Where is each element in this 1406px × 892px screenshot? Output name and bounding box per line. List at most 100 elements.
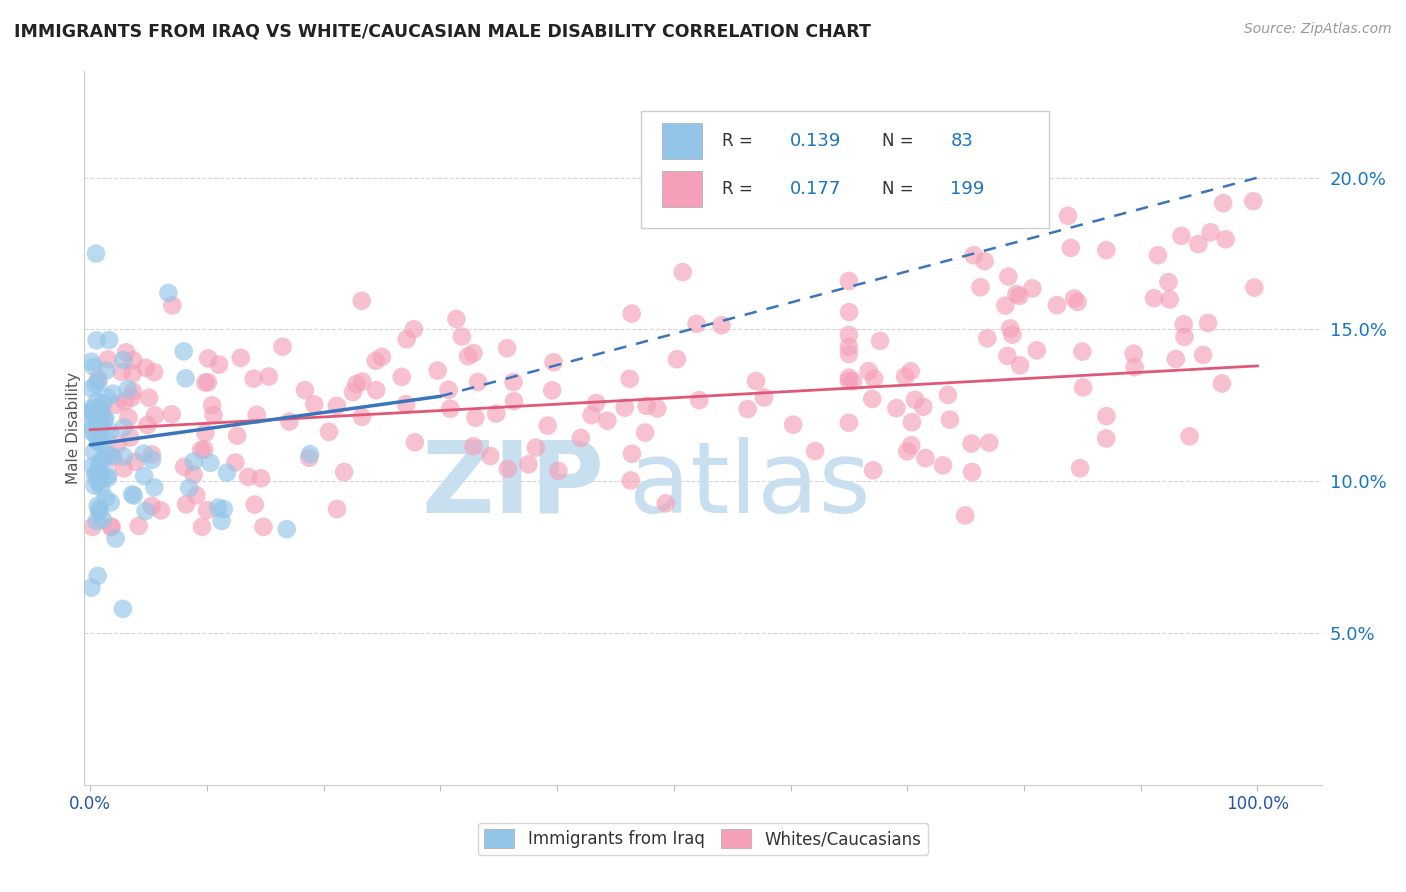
Point (186, 488, 208, 502)
Point (333, 465, 356, 479)
Point (207, 500, 229, 515)
Point (395, 332, 418, 346)
Point (860, 392, 883, 406)
Point (114, 394, 136, 409)
Point (350, 293, 373, 308)
Point (298, 450, 321, 465)
Point (86, 499, 108, 513)
Point (1178, 429, 1201, 443)
Point (896, 444, 918, 458)
Point (122, 353, 145, 368)
Point (782, 417, 804, 432)
Point (84, 246, 107, 260)
Point (278, 415, 301, 429)
Point (1123, 360, 1146, 375)
Point (212, 502, 235, 516)
Point (97, 352, 120, 367)
Point (143, 409, 166, 423)
Point (994, 205, 1017, 219)
Point (994, 299, 1017, 313)
Point (112, 450, 135, 464)
Point (502, 375, 524, 389)
Point (1095, 243, 1118, 257)
Point (226, 428, 249, 442)
Point (134, 469, 156, 483)
Point (111, 365, 134, 379)
Point (1001, 327, 1024, 342)
Point (665, 352, 688, 367)
Point (838, 305, 860, 319)
Point (100, 495, 122, 509)
Point (404, 435, 426, 450)
Point (242, 372, 264, 386)
Point (96, 363, 118, 377)
Point (96, 471, 118, 485)
Point (100, 520, 122, 534)
Point (960, 436, 983, 450)
Point (82, 404, 104, 418)
Point (932, 458, 955, 473)
Point (80, 382, 103, 396)
Point (202, 408, 225, 422)
Point (1005, 287, 1028, 301)
Point (1159, 293, 1181, 307)
Point (195, 503, 218, 517)
Point (894, 369, 917, 384)
Point (1008, 359, 1031, 373)
Point (352, 375, 374, 389)
Point (326, 502, 349, 516)
Point (912, 400, 935, 414)
Point (979, 435, 1001, 450)
Point (87, 375, 110, 389)
Point (84, 377, 107, 392)
Point (439, 401, 461, 416)
Point (973, 254, 995, 268)
Point (838, 340, 860, 354)
Point (97, 468, 120, 483)
Text: R =: R = (721, 180, 758, 198)
Point (112, 353, 135, 368)
Point (173, 459, 195, 474)
Point (963, 248, 986, 262)
Point (1215, 232, 1237, 246)
Point (437, 383, 460, 397)
Point (997, 269, 1019, 284)
Point (82, 458, 104, 473)
Point (1066, 295, 1088, 310)
Point (634, 425, 657, 440)
Point (87, 502, 110, 516)
Point (1008, 289, 1031, 303)
Text: R =: R = (721, 132, 758, 150)
Point (194, 425, 217, 440)
Point (672, 265, 695, 279)
Point (87, 372, 110, 386)
Point (901, 415, 924, 429)
Point (271, 340, 294, 354)
Point (94, 425, 117, 440)
Point (183, 467, 205, 482)
Point (197, 376, 219, 390)
Point (132, 446, 155, 460)
Point (193, 442, 215, 457)
Point (517, 458, 540, 472)
Point (1170, 228, 1192, 243)
Point (112, 420, 135, 434)
Point (82, 520, 104, 534)
Point (636, 399, 658, 413)
Point (96, 390, 118, 404)
Point (84, 427, 107, 442)
Point (654, 496, 676, 510)
Point (94, 491, 117, 506)
Point (91, 512, 114, 526)
Point (395, 397, 418, 411)
Point (620, 447, 643, 461)
Point (900, 364, 922, 378)
Point (257, 369, 280, 384)
Point (208, 358, 231, 372)
Point (86, 569, 108, 583)
Point (91, 396, 114, 410)
Point (366, 383, 388, 397)
Point (101, 386, 124, 401)
Point (238, 470, 260, 484)
Point (80, 581, 103, 595)
